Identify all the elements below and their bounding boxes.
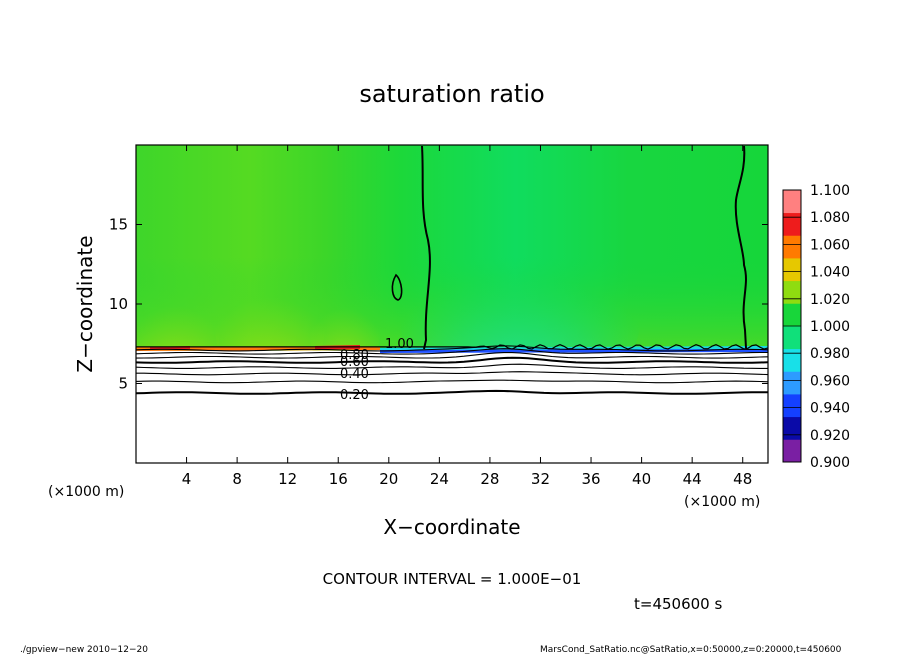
footer-right: MarsCond_SatRatio.nc@SatRatio,x=0:50000,… [540,645,842,654]
contour-1.00-right [734,145,747,349]
colorbar-segment [783,371,801,395]
contour-1.00-island [391,273,403,301]
colorbar-label: 0.920 [810,428,850,444]
colorbar-segment [783,190,801,214]
y-axis-label: Z−coordinate [73,235,97,372]
colorbar-label: 1.040 [810,265,850,281]
colorbar-label: 1.000 [810,319,850,335]
contour-label-2: 0.80 [340,348,369,363]
colorbar-label: 1.100 [810,183,850,199]
contour-line [136,348,768,355]
x-axis-label: X−coordinate [383,515,520,539]
y-tick-label: 5 [118,375,128,393]
x-tick-label: 44 [683,470,702,488]
x-tick-label: 36 [581,470,600,488]
y-tick-label: 15 [109,216,128,234]
contour-interval-text: CONTOUR INTERVAL = 1.000E−01 [323,570,582,588]
contour-line [136,363,768,369]
x-tick-label: 32 [531,470,550,488]
contour-line [136,345,768,352]
contour-line [136,356,768,364]
colorbar-label: 0.960 [810,373,850,389]
x-tick-label: 48 [733,470,752,488]
contour-label-4: 0.40 [340,367,369,382]
colorbar-label: 1.060 [810,237,850,253]
contour-label-1: 1.00 [385,337,414,352]
x-tick-label: 40 [632,470,651,488]
contour-line [136,371,768,376]
contour-1.00-left [421,145,431,350]
x-tick-label: 24 [430,470,449,488]
x-tick-label: 28 [480,470,499,488]
footer-left: ./gpview−new 2010−12−20 [20,645,148,654]
colorbar-segment [783,416,801,440]
contour-line [136,389,768,395]
contour-label-5: 0.20 [340,388,369,403]
contour-line [136,352,768,359]
x-tick-label: 12 [278,470,297,488]
chart-title: saturation ratio [359,80,544,108]
x-tick-label: 8 [232,470,242,488]
x-axis-ticks: 4 8 12 16 20 24 28 32 36 40 44 48 [182,145,752,488]
colorbar-segment [783,258,801,282]
y-tick-label: 10 [109,295,128,313]
contour-label-3: 0.60 [340,355,369,370]
colorbar-segment [783,439,801,463]
x-tick-label: 4 [182,470,192,488]
time-stamp: t=450600 s [634,595,722,613]
colorbar-label: 0.980 [810,346,850,362]
x-axis-unit-left: (×1000 m) [48,484,124,500]
colorbar-label: 0.940 [810,401,850,417]
x-tick-label: 16 [329,470,348,488]
contour-line [136,379,768,384]
field-subsaturated [136,351,768,463]
contour-lines [136,344,768,395]
colorbar-segment [783,280,801,304]
colorbar-segment [783,303,801,327]
colorbar-segment [783,348,801,372]
colorbar-label: 0.900 [810,455,850,471]
contour-line-boundary [136,344,768,350]
plot-area [136,145,768,463]
colorbar-segment [783,326,801,350]
y-axis-ticks: 5 10 15 [109,216,768,393]
colorbar-label: 1.020 [810,292,850,308]
colorbar-label: 1.080 [810,210,850,226]
colorbar-segment [783,212,801,236]
colorbar: 1.100 1.080 1.060 1.040 1.020 1.000 0.980 0.960… [782,183,850,471]
x-axis-unit-right: (×1000 m) [684,494,760,510]
colorbar-segment [783,235,801,259]
colorbar-segment [783,394,801,418]
x-tick-label: 20 [379,470,398,488]
